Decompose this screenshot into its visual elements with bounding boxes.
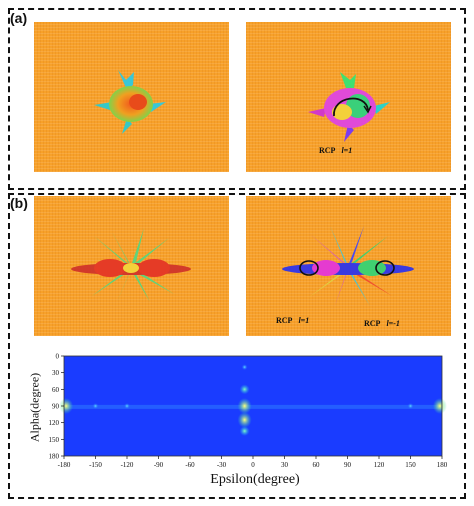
panel-b-right-image: RCP l=1 RCP l=-1 [246,196,451,336]
panel-a-label: (a) [10,10,28,26]
x-tick-label: 120 [374,461,385,469]
heatmap-hotspot [237,411,252,428]
panel-b-label: (b) [10,195,28,211]
heatmap-hotspot [237,398,252,414]
panel-b-left-image [34,196,229,336]
caption-b-right-left: RCP l=1 [276,316,310,325]
y-axis-label: Alpha(degree) [27,372,42,443]
panel-a-frame [8,8,466,190]
y-tick-label: 180 [49,453,60,461]
panel-a-left-image [34,22,229,172]
x-tick-label: -30 [217,461,227,469]
heatmap-hotspot [239,426,250,436]
x-tick-label: 30 [281,461,289,469]
y-tick-label: 150 [49,436,60,444]
y-tick-label: 90 [52,403,60,411]
x-tick-label: 180 [437,461,448,469]
x-tick-label: 90 [344,461,352,469]
heatmap-hotspot [92,403,99,409]
y-tick-label: 120 [49,419,60,427]
x-tick-label: -90 [154,461,164,469]
x-tick-label: 150 [405,461,416,469]
x-tick-label: -60 [185,461,195,469]
x-tick-label: 60 [313,461,321,469]
y-tick-label: 0 [56,353,60,361]
heatmap-hotspot [124,403,130,409]
y-tick-label: 30 [52,369,60,377]
x-tick-label: -150 [89,461,102,469]
x-tick-label: 0 [251,461,255,469]
radiation-pattern-b-right [282,226,414,308]
x-axis-label: Epsilon(degree) [210,472,300,487]
heatmap-hotspot [239,384,250,395]
radiation-pattern-a-right [308,72,390,142]
caption-b-right-right: RCP l=-1 [364,319,400,328]
heatmap-hotspot [432,398,447,414]
caption-a-right: RCP l=1 [319,146,353,155]
x-tick-label: -120 [121,461,134,469]
panel-b-frame [8,193,466,499]
heatmap-hotspot [59,398,74,414]
x-tick-label: -180 [58,461,71,469]
heatmap-hotspot [241,364,248,371]
heatmap-hotspot [407,403,414,409]
radiation-pattern-b-left [71,228,191,304]
heatmap-band [64,404,442,409]
y-tick-label: 60 [52,386,60,394]
panel-a-right-image: RCP l=1 [246,22,451,172]
radiation-pattern-a-left [94,70,166,134]
